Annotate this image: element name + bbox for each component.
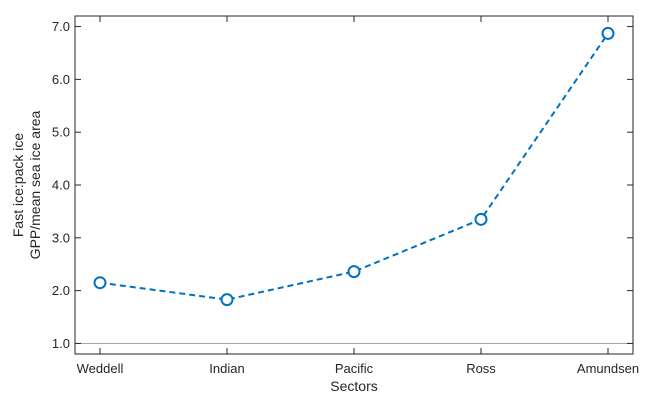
x-tick-label: Amundsen: [577, 361, 639, 376]
y-tick-label: 1.0: [52, 336, 70, 351]
plot-frame: [74, 15, 634, 355]
x-axis-ticks: Weddell Indian Pacific Ross Amundsen: [77, 16, 639, 376]
y-axis-title-line-1: Fast ice:pack ice: [10, 133, 26, 237]
y-tick-label: 4.0: [52, 178, 70, 193]
y-tick-label: 2.0: [52, 283, 70, 298]
y-axis-title-line-2: GPP/mean sea ice area: [27, 110, 43, 259]
x-tick-label: Weddell: [77, 361, 124, 376]
x-tick-label: Pacific: [335, 361, 374, 376]
data-point-ross: [474, 212, 488, 226]
x-tick-label: Indian: [209, 361, 244, 376]
y-tick-label: 6.0: [52, 72, 70, 87]
y-tick-label: 5.0: [52, 125, 70, 140]
y-tick-label: 3.0: [52, 230, 70, 245]
data-point-amundsen: [601, 26, 615, 40]
y-axis-ticks: 1.0 2.0 3.0 4.0 5.0 6.0 7.0: [52, 19, 633, 351]
y-tick-label: 7.0: [52, 19, 70, 34]
data-point-pacific: [347, 265, 361, 279]
series-marker-layer: [93, 26, 615, 307]
data-point-indian: [220, 293, 234, 307]
series-line: [99, 32, 609, 301]
data-point-weddell: [93, 276, 107, 290]
x-tick-label: Ross: [466, 361, 496, 376]
x-axis-title: Sectors: [330, 378, 377, 394]
series-line-layer: [99, 32, 609, 301]
